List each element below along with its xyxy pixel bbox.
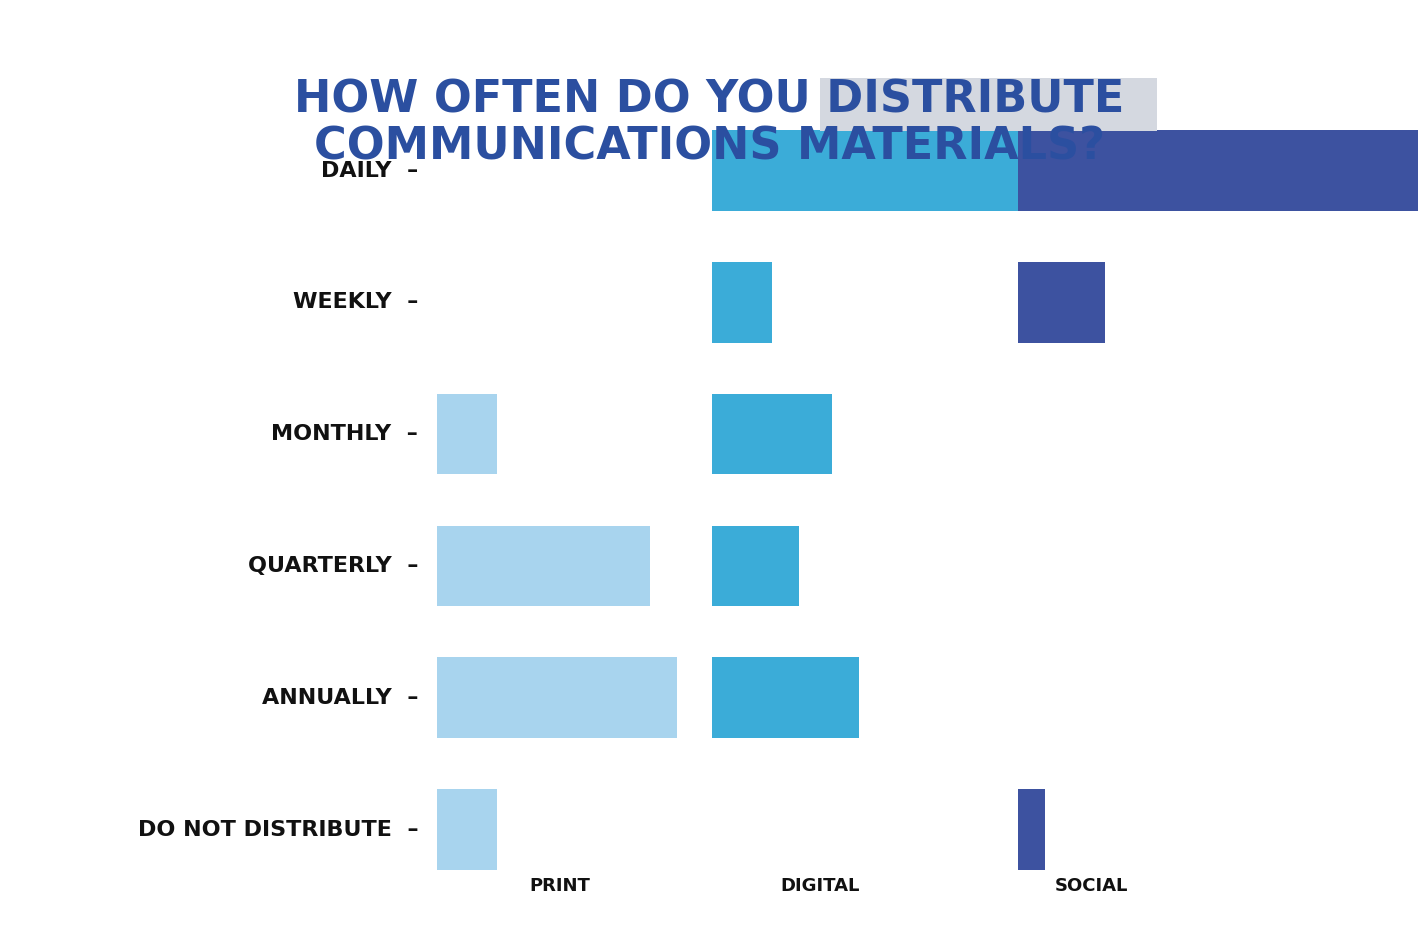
Text: SOCIAL: SOCIAL xyxy=(1055,878,1129,895)
Bar xyxy=(1018,263,1106,343)
Text: HOW OFTEN DO YOU DISTRIBUTE: HOW OFTEN DO YOU DISTRIBUTE xyxy=(294,78,1124,121)
Bar xyxy=(437,525,649,607)
Bar xyxy=(712,131,1045,211)
Text: MONTHLY  –: MONTHLY – xyxy=(271,424,418,445)
Bar xyxy=(712,525,800,607)
Bar xyxy=(1018,789,1045,870)
Text: PRINT: PRINT xyxy=(530,878,590,895)
Text: COMMUNICATIONS MATERIALS?: COMMUNICATIONS MATERIALS? xyxy=(313,125,1105,169)
Text: DO NOT DISTRIBUTE  –: DO NOT DISTRIBUTE – xyxy=(138,819,418,840)
Bar xyxy=(437,789,496,870)
Bar xyxy=(1018,131,1418,211)
Text: QUARTERLY  –: QUARTERLY – xyxy=(248,556,418,576)
Text: DIGITAL: DIGITAL xyxy=(780,878,859,895)
Bar xyxy=(712,263,771,343)
Bar xyxy=(712,658,859,738)
Bar xyxy=(437,394,496,474)
Bar xyxy=(712,394,832,474)
Text: WEEKLY  –: WEEKLY – xyxy=(294,292,418,313)
Text: DAILY  –: DAILY – xyxy=(320,160,418,181)
Bar xyxy=(437,658,676,738)
Text: ANNUALLY  –: ANNUALLY – xyxy=(262,687,418,708)
